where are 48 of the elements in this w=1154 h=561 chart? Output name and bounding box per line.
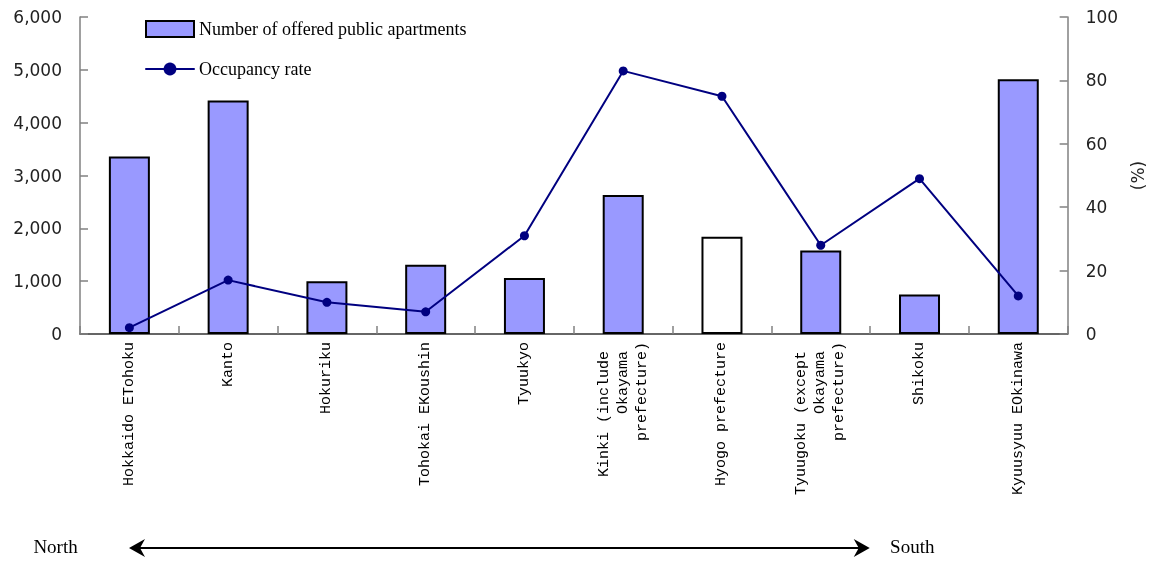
bar [405, 264, 447, 334]
x-tick-label: Tyuugoku (except Okayama prefecture) [793, 342, 849, 496]
y2-tick-label: 40 [1085, 197, 1108, 218]
point [618, 66, 628, 76]
y2-axis-title: (%) [1127, 160, 1148, 191]
bar [503, 278, 545, 334]
y2-tick-label: 20 [1085, 260, 1108, 281]
x-tick-label: Tyuukyo [515, 342, 533, 406]
point [223, 275, 233, 285]
bar [997, 79, 1039, 334]
point [124, 323, 134, 333]
x-tick-label: Hokuriku [318, 342, 336, 415]
y-tick-label: 6,000 [13, 7, 62, 27]
legend-label: Occupancy rate [199, 59, 312, 79]
point [915, 174, 924, 184]
bar [701, 236, 743, 334]
x-tick-label: Hokkaido ETohoku [120, 342, 138, 487]
x-tick-label: Shikoku [911, 342, 928, 406]
point [816, 240, 826, 250]
y-tick-label: 3,000 [13, 165, 62, 186]
x-tick-label: Tohokai EKoushin [417, 342, 435, 487]
x-tick-label: Hyogo prefecture [713, 342, 731, 487]
point [1013, 291, 1023, 301]
y2-tick-label: 60 [1085, 133, 1108, 154]
text: South [890, 536, 935, 557]
legend-label: Number of offered public apartments [199, 19, 467, 39]
bar [306, 281, 348, 334]
y-tick-label: 0 [51, 324, 62, 344]
bar [899, 294, 940, 334]
x-tick-label: Kanto [219, 342, 237, 388]
bar [800, 250, 842, 334]
x-tick-label: Kinki (include Okayama prefecture) [595, 342, 651, 478]
y-tick-label: 2,000 [13, 218, 62, 239]
x-tick-label: Kyuusyuu EOkinawa [1009, 342, 1027, 496]
text: North [33, 536, 79, 557]
y2-tick-label: 0 [1085, 324, 1097, 344]
y2-tick-label: 100 [1085, 7, 1119, 27]
point [519, 231, 529, 241]
bar [108, 156, 150, 334]
point [717, 91, 727, 101]
point [421, 307, 431, 317]
bar [602, 195, 644, 334]
bar [207, 100, 249, 334]
y-tick-label: 5,000 [13, 59, 62, 80]
point [322, 297, 332, 307]
y-tick-label: 4,000 [13, 112, 62, 133]
y2-tick-label: 80 [1085, 70, 1108, 91]
y-tick-label: 1,000 [13, 271, 62, 292]
